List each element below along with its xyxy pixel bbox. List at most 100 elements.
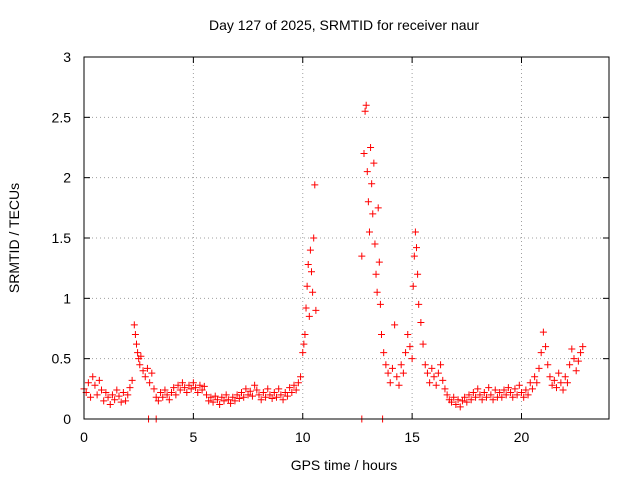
data-point [104, 393, 112, 401]
data-point [561, 373, 569, 381]
data-point [476, 391, 484, 399]
data-point [194, 388, 202, 396]
data-point [528, 385, 536, 393]
y-tick-label: 1 [63, 290, 71, 306]
data-point [548, 381, 556, 389]
data-point [472, 393, 480, 401]
data-point [231, 397, 239, 405]
data-point [310, 234, 318, 242]
data-point [441, 385, 449, 393]
data-point [520, 393, 528, 401]
x-tick-label: 15 [404, 429, 420, 445]
data-point [146, 379, 154, 387]
data-point [397, 361, 405, 369]
data-point [131, 331, 139, 339]
data-point [84, 379, 92, 387]
data-point [235, 394, 243, 402]
data-point [275, 385, 283, 393]
data-point [496, 388, 504, 396]
data-point [93, 391, 101, 399]
data-point [95, 376, 103, 384]
data-point [218, 393, 226, 401]
data-point [152, 393, 160, 401]
data-point [410, 252, 418, 260]
data-point [227, 399, 235, 407]
data-point [183, 388, 191, 396]
data-point [178, 379, 186, 387]
data-point [367, 144, 375, 151]
data-point [130, 321, 138, 329]
data-point [489, 396, 497, 404]
x-axis-label: GPS time / hours [290, 457, 398, 473]
data-point [119, 388, 127, 396]
data-point [279, 396, 287, 404]
data-point [358, 252, 366, 260]
data-point [524, 391, 532, 399]
data-point [574, 357, 582, 365]
data-point [98, 386, 105, 394]
data-point [286, 384, 294, 392]
data-point [133, 340, 140, 348]
x-tick-label: 0 [80, 429, 88, 445]
data-point [515, 381, 523, 389]
data-point [458, 397, 466, 405]
data-point [443, 391, 451, 399]
data-point [288, 388, 296, 396]
data-point [277, 391, 285, 399]
data-point [474, 385, 482, 393]
data-point [563, 379, 571, 387]
data-point [544, 361, 552, 369]
data-point [89, 373, 97, 381]
data-point [570, 355, 578, 363]
data-point [268, 394, 276, 402]
data-point [108, 391, 116, 399]
data-point [172, 391, 180, 399]
data-point [262, 393, 270, 401]
data-point [220, 397, 228, 405]
data-point [222, 391, 230, 399]
data-point [559, 386, 567, 394]
data-point [406, 343, 414, 351]
data-point [264, 385, 272, 393]
data-point [163, 391, 171, 399]
data-point [128, 376, 136, 384]
data-point [91, 381, 99, 389]
data-point [437, 361, 445, 369]
data-point [555, 369, 563, 377]
data-point [174, 381, 182, 389]
data-point [491, 386, 499, 394]
data-point [148, 369, 156, 377]
data-point [419, 340, 427, 348]
data-point [134, 349, 142, 357]
data-point [203, 391, 210, 399]
data-point [373, 288, 381, 296]
data-point [309, 288, 317, 296]
data-point [150, 385, 158, 393]
data-point [248, 392, 256, 400]
data-point [408, 355, 416, 363]
data-point [500, 386, 508, 394]
data-point [380, 349, 388, 357]
data-point [518, 388, 525, 396]
data-point [303, 282, 311, 290]
data-point [434, 369, 442, 377]
data-point [87, 393, 95, 401]
data-point [283, 392, 291, 400]
data-point [550, 376, 558, 384]
chart-title: Day 127 of 2025, SRMTID for receiver nau… [208, 17, 479, 33]
data-point [154, 397, 162, 405]
y-tick-label: 1.5 [52, 230, 72, 246]
data-point [305, 312, 313, 320]
data-point [259, 388, 267, 396]
data-point [368, 180, 376, 188]
data-point [253, 386, 261, 394]
data-point [229, 393, 237, 401]
data-point [452, 401, 460, 409]
y-tick-label: 2 [63, 170, 71, 186]
data-point [566, 361, 574, 369]
data-point [502, 391, 510, 399]
x-tick-label: 10 [295, 429, 311, 445]
data-point [572, 367, 580, 375]
data-point [557, 379, 565, 387]
data-point [382, 361, 390, 369]
